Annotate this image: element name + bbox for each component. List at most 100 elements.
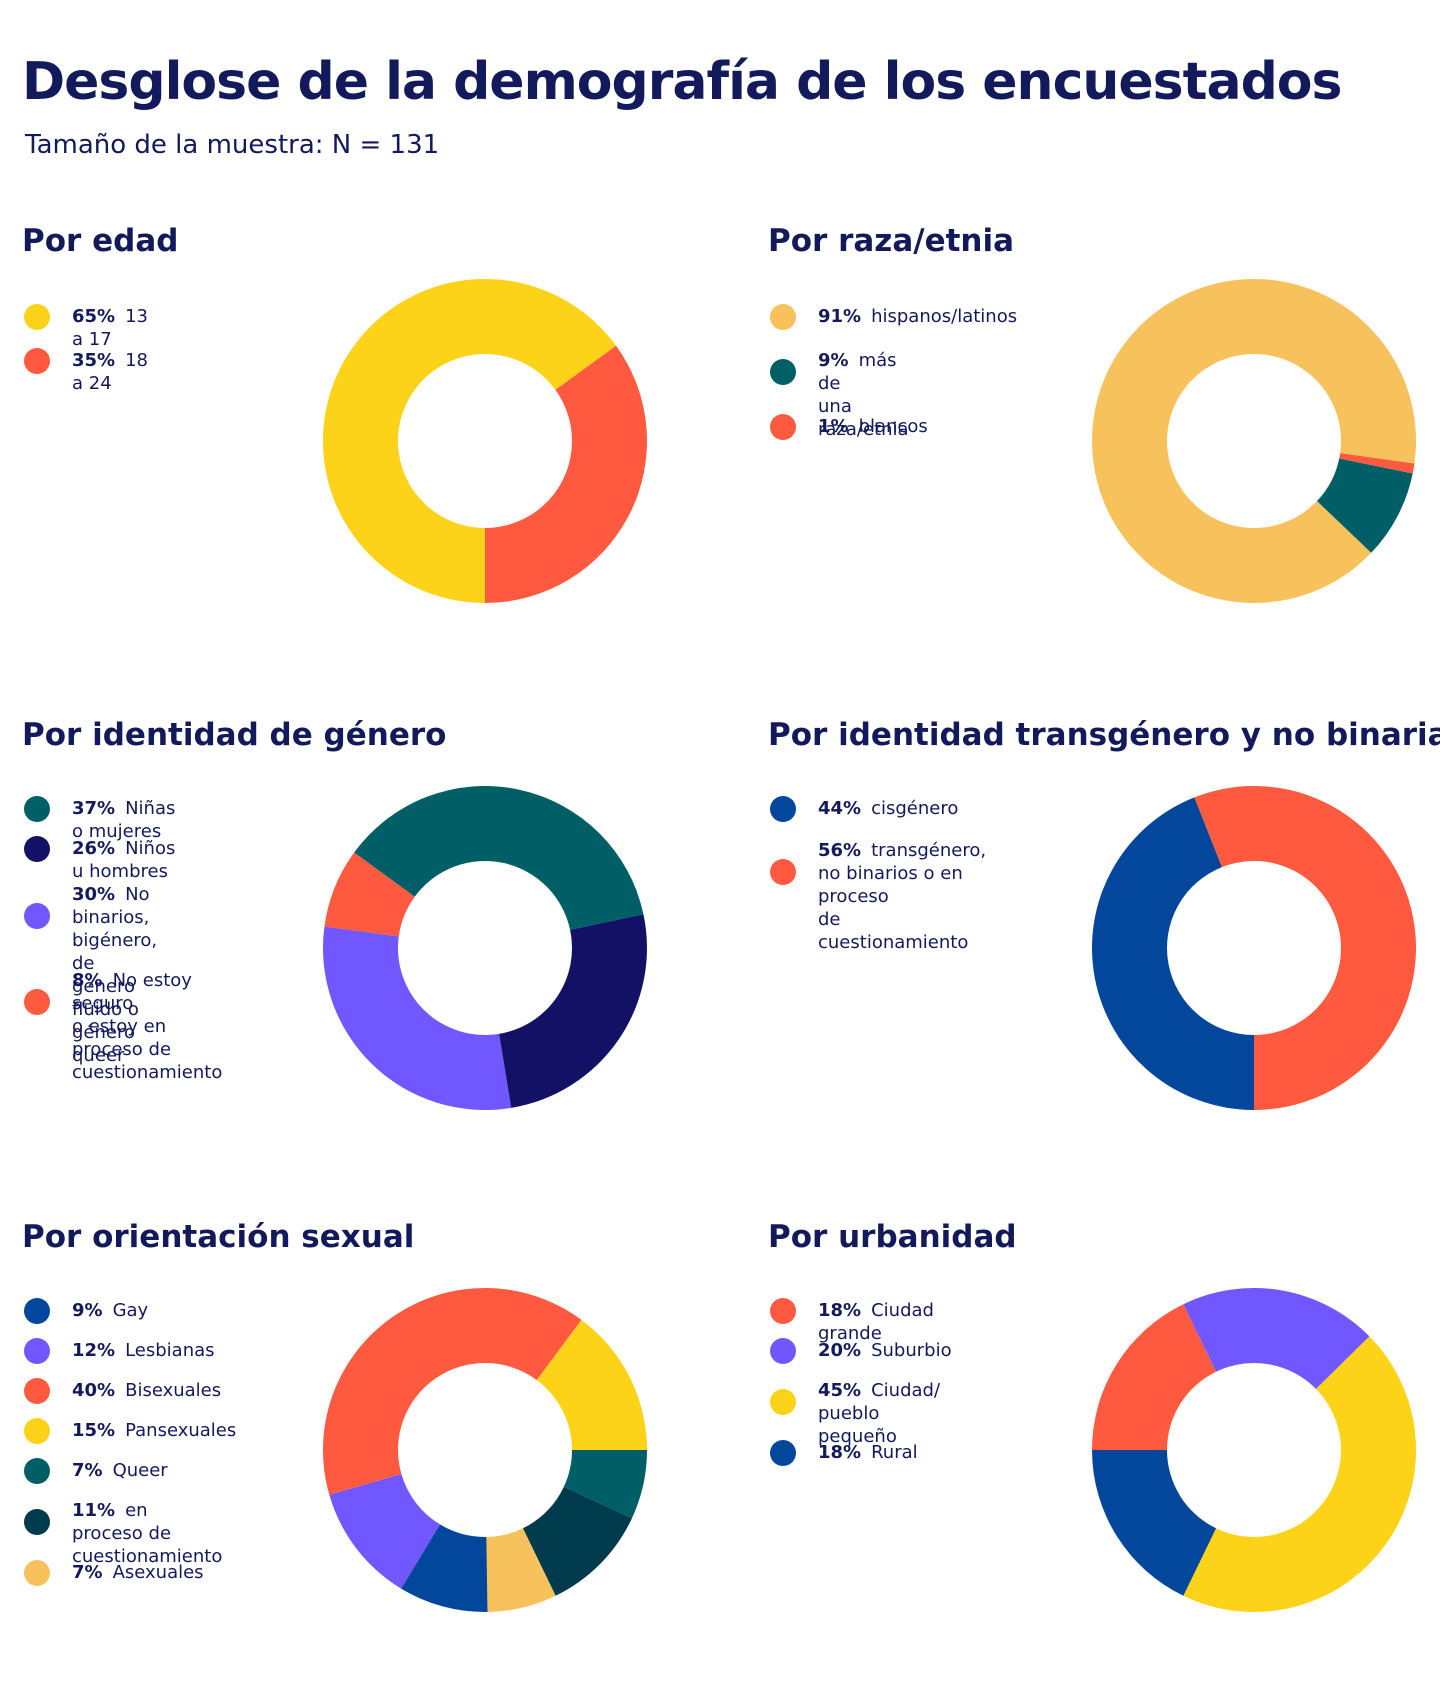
legend-item: 8% No estoy seguro o estoy en proceso de … [24, 969, 222, 1084]
donut-slice [1316, 458, 1413, 553]
donut-chart [323, 786, 647, 1110]
legend-label: transgénero, no binarios o en proceso de… [818, 840, 987, 953]
legend-label: blancos [858, 416, 928, 437]
legend-percent: 91% [818, 306, 862, 327]
donut-slice [354, 786, 644, 930]
donut-slice [1092, 797, 1254, 1110]
donut-slice [1092, 1450, 1217, 1596]
chart-title: Por identidad transgénero y no binaria [768, 717, 1440, 753]
legend-item: 26% Niños u hombres [24, 836, 175, 883]
chart-title: Por orientación sexual [22, 1219, 415, 1255]
donut-slice [563, 1450, 647, 1519]
legend-label: hispanos/latinos [871, 306, 1018, 327]
legend-percent: 20% [818, 1340, 862, 1361]
legend-percent: 44% [818, 798, 862, 819]
legend-swatch [24, 1378, 50, 1404]
legend-item: 35% 18 a 24 [24, 348, 148, 395]
legend-percent: 15% [72, 1420, 116, 1441]
legend-label: Bisexuales [125, 1380, 222, 1401]
donut-chart [323, 1288, 647, 1612]
legend-percent: 1% [818, 416, 849, 437]
legend-percent: 35% [72, 350, 116, 371]
legend-label: Gay [112, 1300, 149, 1321]
legend-percent: 7% [72, 1460, 103, 1481]
legend-item: 12% Lesbianas [24, 1338, 215, 1364]
legend-item: 37% Niñas o mujeres [24, 796, 176, 843]
donut-slice [536, 1319, 647, 1450]
legend-swatch [24, 1509, 50, 1535]
legend-item: 20% Suburbio [770, 1338, 952, 1364]
legend-item: 44% cisgénero [770, 796, 958, 822]
legend-percent: 12% [72, 1340, 116, 1361]
legend-label: No estoy seguro o estoy en proceso de cu… [72, 970, 223, 1083]
donut-slice [1092, 1304, 1217, 1450]
legend-swatch [24, 1338, 50, 1364]
legend-label: Niñas o mujeres [72, 798, 176, 842]
legend-swatch [24, 348, 50, 374]
donut-chart [323, 278, 647, 603]
chart-title: Por raza/etnia [768, 223, 1015, 259]
legend-swatch [24, 989, 50, 1015]
legend-label: Lesbianas [125, 1340, 215, 1361]
legend-label: 18 a 24 [72, 350, 148, 394]
legend-swatch [770, 859, 796, 885]
legend-swatch [24, 1298, 50, 1324]
donut-slice [323, 1288, 582, 1495]
legend-label: Asexuales [112, 1562, 204, 1583]
legend-item: 9% más de una raza/etnia [770, 349, 909, 441]
legend-item: 56% transgénero, no binarios o en proceso… [770, 839, 986, 954]
legend-swatch [24, 1560, 50, 1586]
legend-swatch [770, 414, 796, 440]
donut-slice [329, 1474, 440, 1589]
chart-title: Por identidad de género [22, 717, 447, 753]
legend-item: 7% Asexuales [24, 1560, 204, 1586]
donut-slice [499, 914, 647, 1108]
legend-item: 15% Pansexuales [24, 1418, 237, 1444]
legend-swatch [24, 304, 50, 330]
legend-swatch [770, 359, 796, 385]
legend-label: Pansexuales [125, 1420, 237, 1441]
legend-swatch [770, 796, 796, 822]
legend-label: Rural [871, 1442, 918, 1463]
legend-label: 13 a 17 [72, 306, 148, 350]
legend-percent: 7% [72, 1562, 103, 1583]
legend-item: 18% Ciudad grande [770, 1298, 934, 1345]
legend-swatch [770, 304, 796, 330]
legend-swatch [770, 1389, 796, 1415]
legend-label: Ciudad/ pueblo pequeño [818, 1380, 941, 1447]
legend-percent: 9% [818, 350, 849, 371]
legend-label: Ciudad grande [818, 1300, 934, 1344]
legend-label: Queer [112, 1460, 168, 1481]
legend-item: 30% No binarios, bigénero, de género flui… [24, 883, 157, 1067]
legend-item: 91% hispanos/latinos [770, 304, 1018, 330]
legend-swatch [770, 1338, 796, 1364]
donut-slice [1194, 786, 1416, 1110]
page-subtitle: Tamaño de la muestra: N = 131 [25, 130, 440, 160]
legend-item: 40% Bisexuales [24, 1378, 222, 1404]
donut-slice [323, 926, 512, 1110]
legend-label: más de una raza/etnia [818, 350, 909, 440]
legend-label: en proceso de cuestionamiento [72, 1500, 223, 1567]
legend-percent: 37% [72, 798, 116, 819]
donut-slice [1339, 453, 1415, 474]
donut-slice [486, 1528, 556, 1612]
legend-item: 65% 13 a 17 [24, 304, 148, 351]
donut-slice [323, 278, 617, 603]
legend-item: 1% blancos [770, 414, 928, 440]
donut-slice [522, 1486, 632, 1596]
legend-percent: 8% [72, 970, 103, 991]
legend-item: 45% Ciudad/ pueblo pequeño [770, 1379, 940, 1448]
legend-item: 18% Rural [770, 1440, 918, 1466]
page-title: Desglose de la demografía de los encuest… [22, 52, 1342, 112]
legend-percent: 30% [72, 884, 116, 905]
legend-swatch [24, 1418, 50, 1444]
legend-swatch [770, 1440, 796, 1466]
donut-slice [1092, 279, 1416, 603]
legend-swatch [24, 1458, 50, 1484]
donut-slice [1183, 1336, 1416, 1612]
legend-label: Suburbio [871, 1340, 952, 1361]
donut-chart [1092, 1288, 1416, 1612]
legend-percent: 18% [818, 1442, 862, 1463]
donut-slice [324, 852, 415, 937]
chart-title: Por edad [22, 223, 179, 259]
